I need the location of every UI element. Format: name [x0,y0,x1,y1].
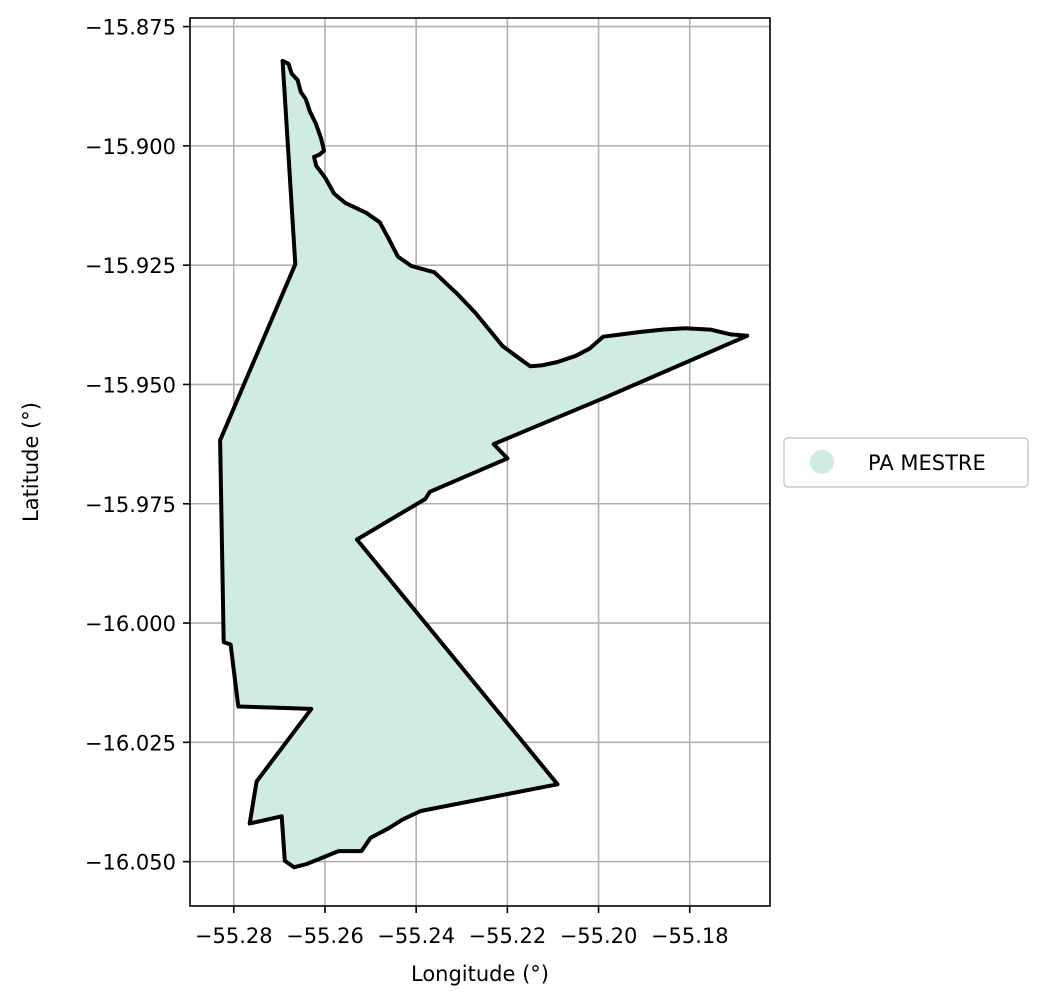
x-tick-label: −55.18 [651,924,729,948]
axis-ticks: −55.28 −55.26 −55.24 −55.22 −55.20 −55.18 −15.… [85,16,729,948]
x-tick-label: −55.22 [468,924,546,948]
y-tick-label: −16.025 [85,731,176,755]
legend-label: PA MESTRE [868,451,986,475]
x-axis-title: Longitude (°) [411,962,549,986]
legend: PA MESTRE [783,437,1029,488]
polygon-layer [218,58,750,870]
legend-box [783,437,1029,488]
y-tick-label: −15.900 [85,135,176,159]
y-tick-label: −15.975 [85,493,176,517]
x-tick-label: −55.26 [286,924,364,948]
y-tick-label: −16.050 [85,851,176,875]
x-tick-label: −55.20 [560,924,638,948]
y-tick-label: −15.950 [85,373,176,397]
y-axis-title: Latitude (°) [19,402,43,522]
plot-area-frame [189,17,771,907]
y-tick-label: −15.875 [85,16,176,40]
y-tick-label: −15.925 [85,254,176,278]
region-polygon-pa-mestre [218,58,750,870]
y-tick-label: −16.000 [85,612,176,636]
legend-marker [810,450,834,474]
x-tick-label: −55.28 [195,924,273,948]
x-tick-label: −55.24 [377,924,455,948]
